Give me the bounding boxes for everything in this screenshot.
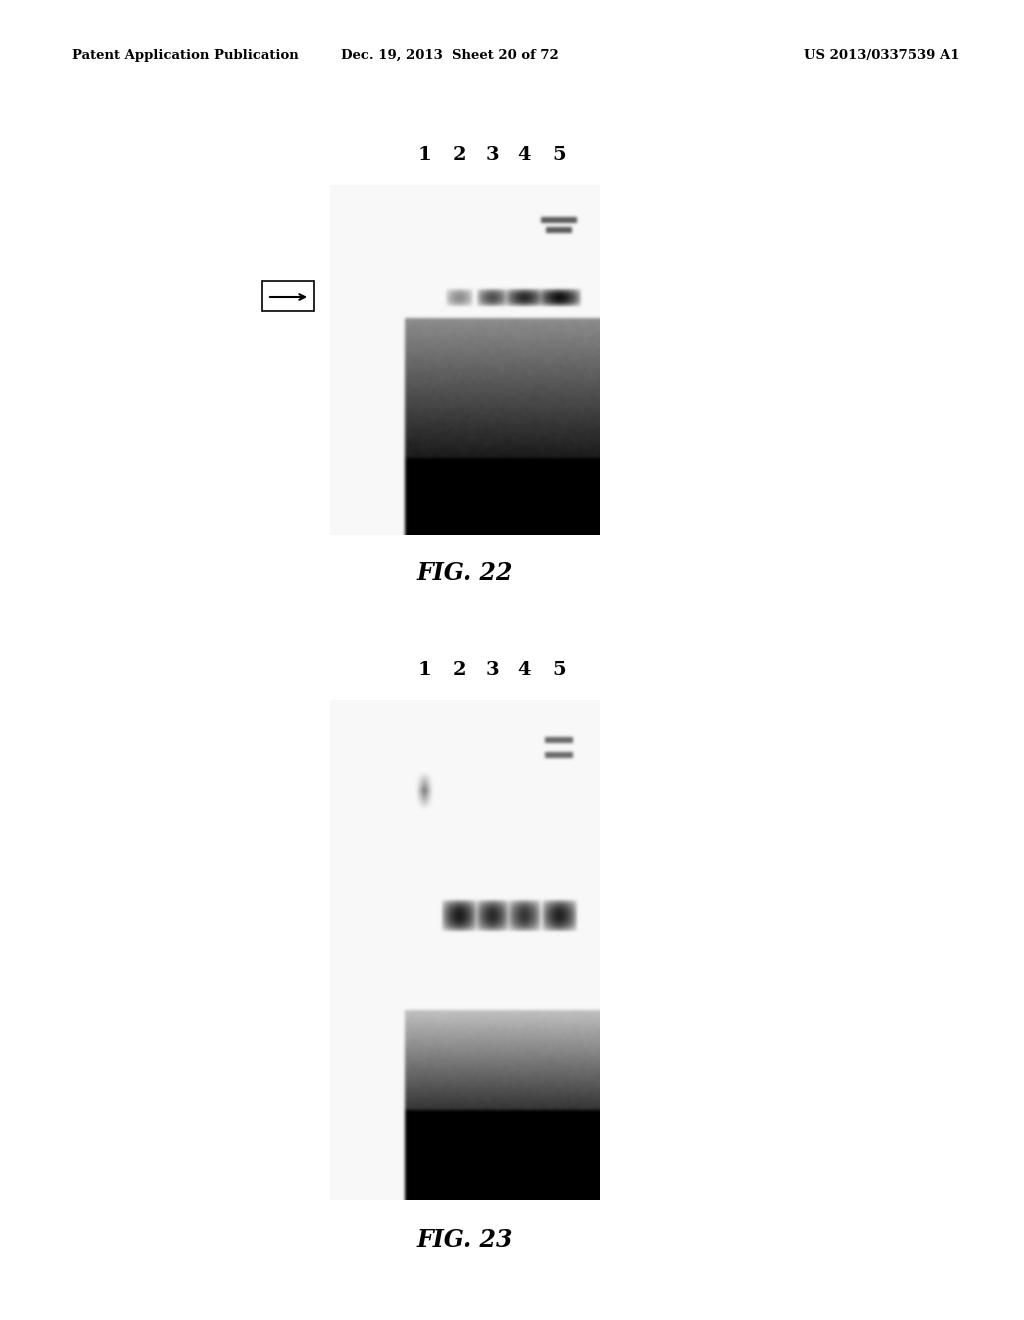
Text: 2: 2 (453, 147, 466, 164)
Text: Patent Application Publication: Patent Application Publication (72, 49, 299, 62)
Text: Dec. 19, 2013  Sheet 20 of 72: Dec. 19, 2013 Sheet 20 of 72 (341, 49, 559, 62)
Text: US 2013/0337539 A1: US 2013/0337539 A1 (805, 49, 961, 62)
Text: 4: 4 (518, 147, 531, 164)
Text: 5: 5 (553, 147, 566, 164)
Bar (262, 281, 314, 312)
Text: 2: 2 (453, 661, 466, 678)
Text: FIG. 23: FIG. 23 (417, 1228, 513, 1251)
Text: 3: 3 (485, 147, 499, 164)
Text: 5: 5 (553, 661, 566, 678)
Text: 1: 1 (418, 147, 431, 164)
Text: 1: 1 (418, 661, 431, 678)
Text: 3: 3 (485, 661, 499, 678)
Text: FIG. 22: FIG. 22 (417, 561, 513, 585)
Text: 4: 4 (518, 661, 531, 678)
